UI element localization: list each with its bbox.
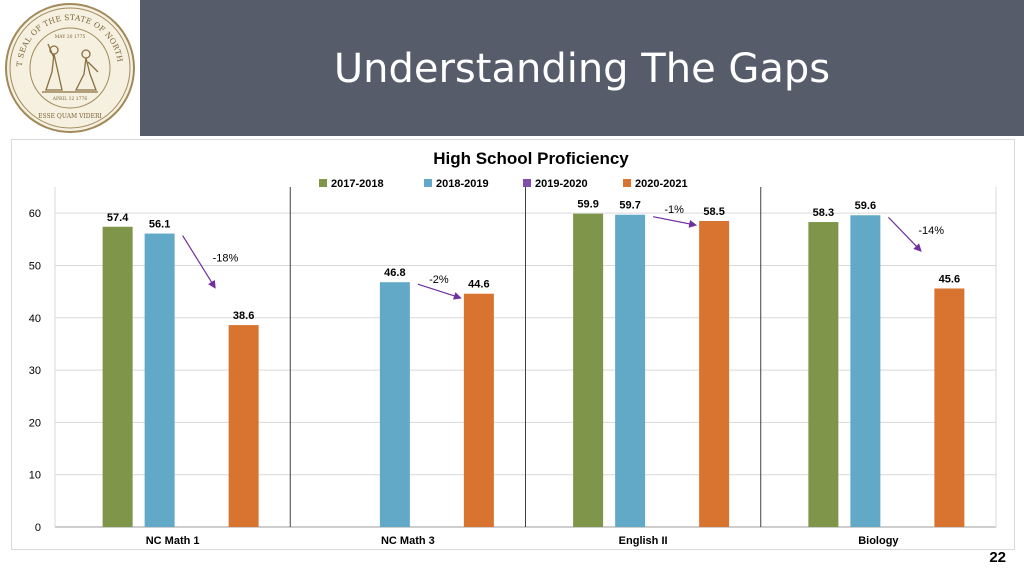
y-axis: 0 10 20 30 40 50 60 [29, 208, 41, 534]
x-tick-label: NC Math 1 [146, 535, 200, 547]
legend-label: 2020-2021 [635, 178, 688, 190]
bar [573, 213, 604, 527]
seal-date-bottom: APRIL 12 1776 [52, 96, 88, 102]
bars: 57.4 56.1 38.6 46.8 44.6 59.9 59.7 58.5 58.3 59.6… [102, 199, 965, 528]
state-seal-icon: THE GREAT SEAL OF THE STATE OF NORTH CAR… [2, 0, 135, 133]
bar [463, 293, 494, 527]
seal-motto: ESSE QUAM VIDERI [38, 113, 102, 120]
bar [615, 214, 646, 527]
legend-item: 2017-2018 [319, 178, 384, 190]
bar [699, 221, 730, 527]
legend-label: 2018-2019 [436, 178, 489, 190]
legend-label: 2019-2020 [535, 178, 588, 190]
x-tick-label: Biology [858, 535, 899, 547]
seal-date-top: MAY 20 1775 [55, 34, 86, 40]
chart-title: High School Proficiency [433, 149, 629, 168]
change-arrow [182, 235, 216, 289]
x-tick-label: English II [619, 535, 668, 547]
data-label: 58.5 [703, 206, 724, 218]
x-tick-label: NC Math 3 [381, 535, 435, 547]
change-annotation: -18% [213, 252, 239, 264]
y-tick-label: 50 [29, 260, 41, 272]
legend-swatch [424, 179, 432, 187]
bar [228, 325, 259, 527]
data-label: 44.6 [468, 279, 489, 291]
slide-number: 22 [989, 549, 1006, 566]
bar [850, 215, 881, 527]
data-label: 56.1 [149, 219, 170, 231]
proficiency-chart: High School Proficiency 2017-2018 2018-20… [29, 149, 997, 547]
legend-swatch [623, 179, 631, 187]
legend-item: 2018-2019 [424, 178, 489, 190]
data-label: 59.6 [855, 200, 876, 212]
y-tick-label: 20 [29, 417, 41, 429]
legend-swatch [523, 179, 531, 187]
data-label: 46.8 [384, 267, 405, 279]
x-axis: NC Math 1 NC Math 3 English II Biology [146, 535, 900, 547]
legend-item: 2019-2020 [523, 178, 588, 190]
bar [144, 233, 175, 528]
header-bar: Understanding The Gaps [140, 0, 1024, 136]
legend-item: 2020-2021 [623, 178, 688, 190]
bar [379, 282, 410, 527]
category-separators [54, 187, 997, 527]
page-title: Understanding The Gaps [333, 46, 831, 92]
data-label: 59.9 [577, 199, 598, 211]
change-annotation: -14% [918, 225, 944, 237]
y-tick-label: 60 [29, 208, 41, 220]
bar [808, 222, 839, 527]
change-annotation: -2% [429, 274, 449, 286]
data-label: 58.3 [813, 207, 834, 219]
change-annotation: -1% [664, 204, 684, 216]
change-arrow [417, 283, 462, 300]
y-tick-label: 10 [29, 470, 41, 482]
legend-swatch [319, 179, 327, 187]
y-tick-label: 40 [29, 313, 41, 325]
data-label: 45.6 [939, 273, 960, 285]
annotations: -18% -2% -1% -14% [182, 204, 944, 300]
change-arrow [887, 216, 922, 252]
y-tick-label: 0 [35, 522, 41, 534]
data-label: 57.4 [107, 212, 129, 224]
bar [934, 288, 965, 527]
chart-legend: 2017-2018 2018-2019 2019-2020 2020-2021 [319, 178, 688, 190]
change-arrow [653, 216, 698, 228]
bar [102, 226, 133, 527]
y-tick-label: 30 [29, 365, 41, 377]
chart-frame: High School Proficiency 2017-2018 2018-20… [11, 139, 1015, 550]
data-label: 59.7 [619, 200, 640, 212]
legend-label: 2017-2018 [331, 178, 384, 190]
data-label: 38.6 [233, 310, 254, 322]
